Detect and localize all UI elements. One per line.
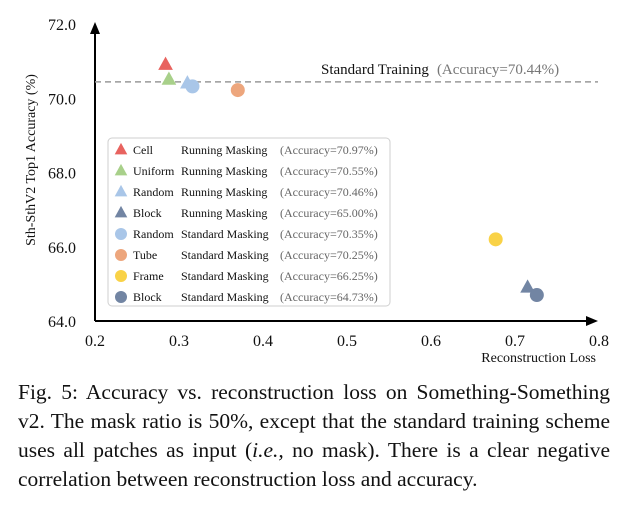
legend-name: Random [133, 185, 174, 199]
y-tick-label: 70.0 [48, 91, 76, 108]
legend-box [107, 137, 391, 307]
y-tick-label: 64.0 [48, 314, 76, 331]
y-tick-label: 66.0 [48, 240, 76, 257]
legend-accuracy: (Accuracy=65.00%) [280, 206, 378, 220]
x-tick-label: 0.8 [589, 333, 609, 350]
legend-marker-frame-standard-masking [115, 270, 127, 282]
y-tick-labels: 64.0 66.0 68.0 70.0 72.0 [48, 17, 76, 331]
legend-name: Frame [133, 269, 164, 283]
legend-scheme: Running Masking [181, 185, 267, 199]
point-cell-running-masking [158, 56, 173, 70]
legend-name: Tube [133, 248, 157, 262]
y-axis-label: Sth-SthV2 Top1 Accuracy (%) [24, 74, 39, 246]
legend-accuracy: (Accuracy=70.35%) [280, 227, 378, 241]
data-points [158, 56, 544, 303]
legend-scheme: Standard Masking [181, 248, 269, 262]
caption-text-2: no mask). There is a clear negative corr… [18, 438, 610, 491]
legend-item-random-standard-masking: Random Standard Masking (Accuracy=70.35%) [115, 227, 378, 241]
legend-marker-cell-running-masking [114, 142, 128, 155]
legend-marker-uniform-running-masking [114, 163, 128, 176]
legend-item-block-standard-masking: Block Standard Masking (Accuracy=64.73%) [115, 290, 378, 304]
legend-item-cell-running-masking: Cell Running Masking (Accuracy=70.97%) [114, 142, 378, 157]
x-tick-label: 0.3 [169, 333, 189, 350]
legend-name: Block [133, 290, 162, 304]
legend-item-random-running-masking: Random Running Masking (Accuracy=70.46%) [114, 184, 378, 199]
legend-item-block-running-masking: Block Running Masking (Accuracy=65.00%) [114, 205, 378, 220]
x-tick-label: 0.2 [85, 333, 105, 350]
legend-item-frame-standard-masking: Frame Standard Masking (Accuracy=66.25%) [115, 269, 378, 283]
point-tube-standard-masking [230, 83, 245, 98]
legend-name: Cell [133, 143, 154, 157]
legend-item-uniform-running-masking: Uniform Running Masking (Accuracy=70.55%) [114, 163, 378, 178]
legend-accuracy: (Accuracy=66.25%) [280, 269, 378, 283]
legend-scheme: Running Masking [181, 164, 267, 178]
legend-accuracy: (Accuracy=70.25%) [280, 248, 378, 262]
legend-accuracy: (Accuracy=70.55%) [280, 164, 378, 178]
y-tick-label: 72.0 [48, 17, 76, 34]
legend-accuracy: (Accuracy=70.46%) [280, 185, 378, 199]
figure-caption: Fig. 5: Accuracy vs. reconstruction loss… [18, 378, 610, 494]
y-axis-arrow [90, 22, 100, 34]
x-tick-label: 0.6 [421, 333, 441, 350]
legend-scheme: Running Masking [181, 143, 267, 157]
x-tick-labels: 0.2 0.3 0.4 0.5 0.6 0.7 0.8 [85, 333, 609, 350]
point-block-running-masking [520, 279, 535, 293]
standard-training-accuracy: (Accuracy=70.44%) [437, 62, 559, 78]
axes [90, 22, 598, 326]
x-axis-label: Reconstruction Loss [481, 351, 596, 366]
legend-marker-block-standard-masking [115, 291, 127, 303]
point-uniform-running-masking [161, 71, 177, 85]
legend-marker-tube-standard-masking [115, 249, 127, 261]
caption-text-1: Fig. 5: Accuracy vs. reconstruction loss… [18, 380, 610, 462]
legend-name: Uniform [133, 164, 175, 178]
standard-training-label: Standard Training (Accuracy=70.44%) [321, 61, 559, 78]
point-random-standard-masking [185, 79, 200, 94]
point-block-standard-masking [529, 288, 544, 303]
x-tick-label: 0.7 [505, 333, 525, 350]
caption-italic: i.e., [252, 438, 284, 462]
legend-scheme: Standard Masking [181, 290, 269, 304]
legend-marker-block-running-masking [114, 205, 128, 218]
scatter-chart: 0.2 0.3 0.4 0.5 0.6 0.7 0.8 64.0 66.0 68.0 70.0 72… [24, 17, 609, 366]
legend-scheme: Standard Masking [181, 269, 269, 283]
legend-marker-random-standard-masking [115, 228, 127, 240]
legend-name: Random [133, 227, 174, 241]
legend-item-tube-standard-masking: Tube Standard Masking (Accuracy=70.25%) [115, 248, 378, 262]
legend-scheme: Running Masking [181, 206, 267, 220]
x-tick-label: 0.4 [253, 333, 273, 350]
legend-marker-random-running-masking [114, 184, 128, 197]
x-tick-label: 0.5 [337, 333, 357, 350]
legend-scheme: Standard Masking [181, 227, 269, 241]
standard-training-text: Standard Training [321, 62, 429, 78]
legend-name: Block [133, 206, 162, 220]
legend-accuracy: (Accuracy=70.97%) [280, 143, 378, 157]
legend: Cell Running Masking (Accuracy=70.97%) Unif… [107, 137, 391, 307]
legend-accuracy: (Accuracy=64.73%) [280, 290, 378, 304]
y-tick-label: 68.0 [48, 166, 76, 183]
x-axis-arrow [586, 316, 598, 326]
point-frame-standard-masking [488, 232, 503, 247]
